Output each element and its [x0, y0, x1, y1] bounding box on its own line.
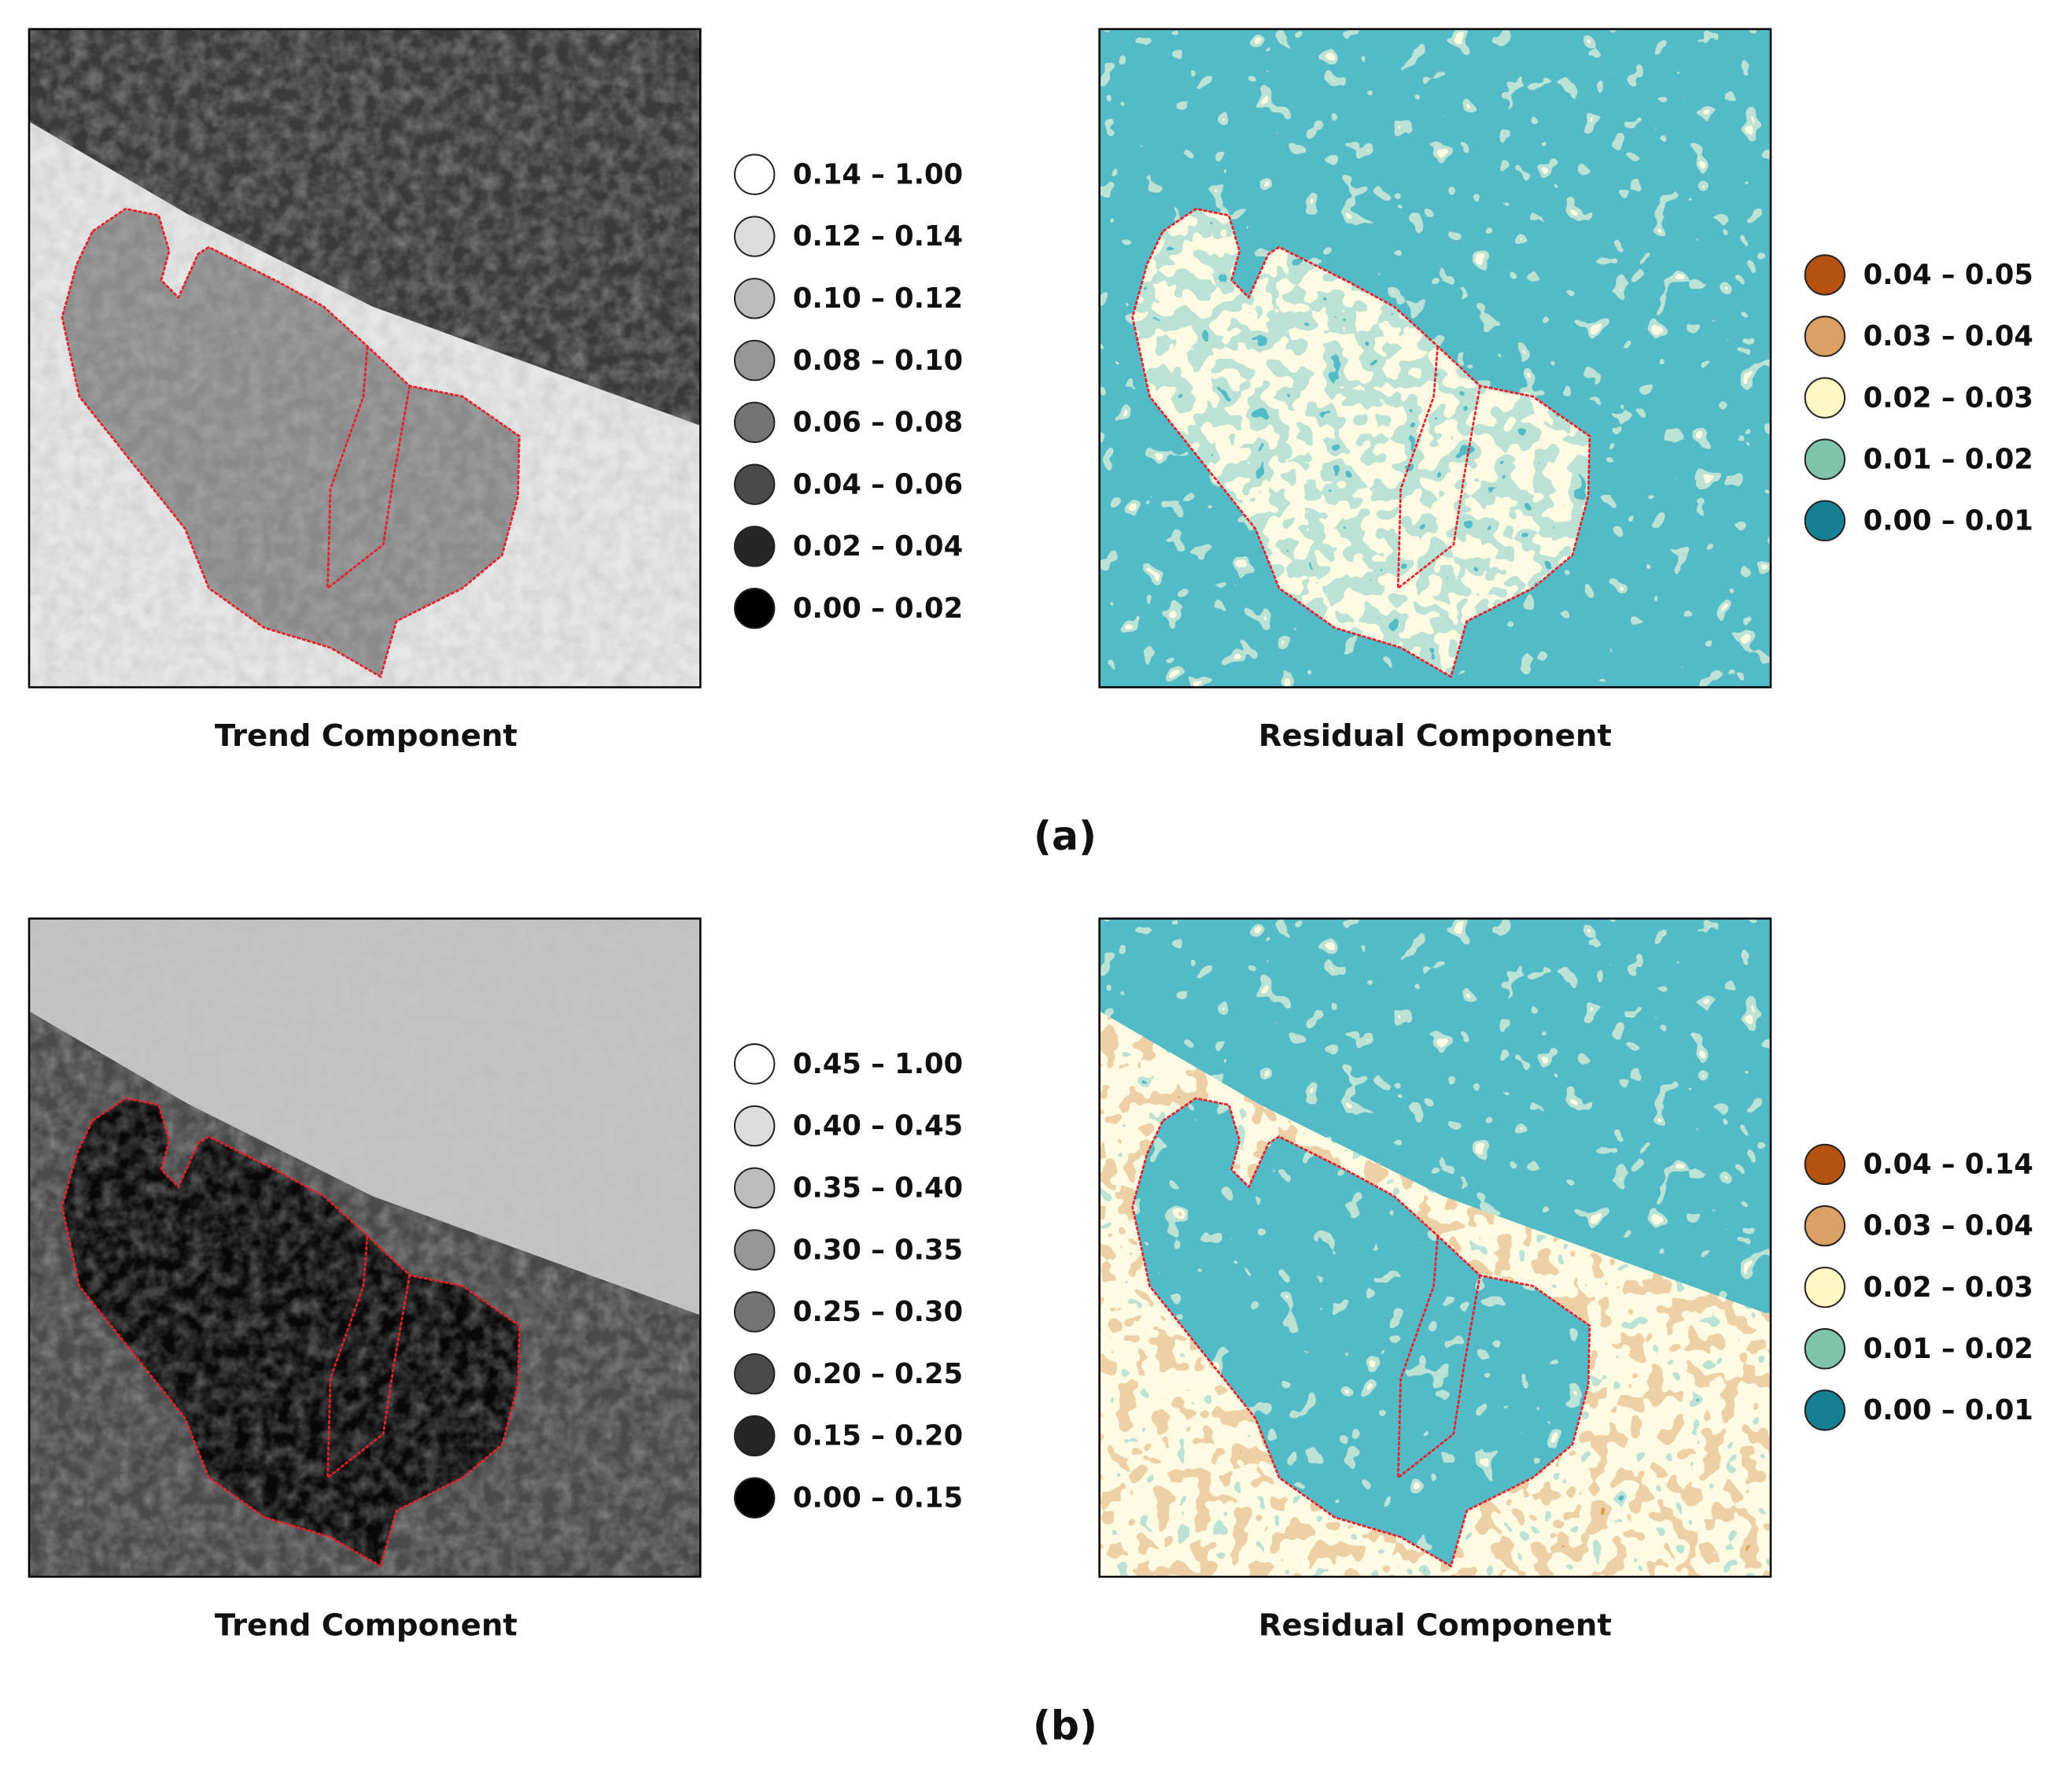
legend-swatch: [733, 1352, 776, 1395]
legend-swatch: [733, 588, 776, 629]
legend-swatch: [1804, 1328, 1846, 1370]
legend-swatch: [1804, 316, 1846, 357]
residual-map: [1098, 28, 1772, 688]
fire-perimeter: [1131, 207, 1591, 679]
legend-swatch: [733, 1415, 776, 1457]
map-caption: Trend Component: [215, 718, 518, 754]
legend-swatch: [1804, 500, 1846, 542]
residual-map: [1098, 917, 1772, 1578]
legend-swatch: [733, 463, 776, 505]
legend-swatch: [733, 1167, 776, 1209]
legend-label: 0.10 – 0.12: [793, 282, 963, 315]
legend-label: 0.01 – 0.02: [1864, 1333, 2033, 1365]
legend-swatch: [1804, 1143, 1846, 1186]
legend-label: 0.04 – 0.05: [1864, 259, 2033, 291]
legend-swatch: [733, 339, 776, 382]
panel-label: (a): [1034, 813, 1097, 859]
legend-label: 0.14 – 1.00: [793, 158, 963, 190]
map-caption: Residual Component: [1259, 718, 1612, 754]
legend-swatch: [733, 1291, 776, 1333]
legend-swatch: [733, 1043, 776, 1085]
legend-label: 0.40 – 0.45: [793, 1110, 963, 1142]
legend-swatch: [1804, 254, 1846, 296]
fire-perimeter-inner: [326, 1235, 411, 1480]
legend-swatch: [733, 153, 776, 195]
legend-swatch: [733, 1105, 776, 1147]
legend-swatch: [1804, 438, 1846, 480]
legend-swatch: [1804, 1266, 1846, 1308]
legend-swatch: [733, 526, 776, 567]
legend-label: 0.03 – 0.04: [1864, 1210, 2033, 1242]
panel-label: (b): [1033, 1703, 1097, 1749]
legend-label: 0.04 – 0.06: [793, 468, 963, 500]
legend-label: 0.02 – 0.04: [793, 530, 963, 563]
legend-label: 0.00 – 0.01: [1864, 1394, 2033, 1426]
legend-label: 0.02 – 0.03: [1864, 382, 2033, 414]
legend-label: 0.00 – 0.15: [793, 1482, 963, 1514]
trend-map: [28, 917, 702, 1578]
legend-label: 0.00 – 0.02: [793, 592, 963, 625]
legend-swatch: [733, 278, 776, 319]
fire-perimeter-inner: [1396, 346, 1481, 591]
fire-perimeter-inner: [1396, 1235, 1481, 1480]
map-frame: [1098, 28, 1772, 688]
legend-label: 0.08 – 0.10: [793, 345, 963, 377]
legend-label: 0.00 – 0.01: [1864, 505, 2033, 537]
legend-label: 0.45 – 1.00: [793, 1048, 963, 1080]
map-frame: [28, 28, 702, 688]
legend-label: 0.30 – 0.35: [793, 1234, 963, 1266]
legend-label: 0.03 – 0.04: [1864, 320, 2033, 352]
legend-swatch: [733, 401, 776, 444]
legend-swatch: [733, 1229, 776, 1271]
legend-label: 0.02 – 0.03: [1864, 1271, 2033, 1304]
legend-label: 0.35 – 0.40: [793, 1172, 963, 1205]
legend-swatch: [1804, 1389, 1846, 1431]
map-caption: Residual Component: [1259, 1607, 1612, 1643]
trend-map: [28, 28, 702, 688]
fire-perimeter-inner: [326, 346, 411, 591]
legend-swatch: [1804, 377, 1846, 419]
fire-perimeter: [1131, 1097, 1591, 1568]
legend-label: 0.12 – 0.14: [793, 220, 963, 253]
legend-swatch: [1804, 1205, 1846, 1247]
legend-label: 0.06 – 0.08: [793, 407, 963, 439]
map-frame: [1098, 917, 1772, 1578]
fire-perimeter: [61, 207, 521, 679]
legend-label: 0.25 – 0.30: [793, 1296, 963, 1328]
map-frame: [28, 917, 702, 1578]
legend-label: 0.01 – 0.02: [1864, 443, 2033, 475]
legend-swatch: [733, 216, 776, 257]
legend-swatch: [733, 1477, 776, 1519]
fire-perimeter: [61, 1097, 521, 1568]
legend-label: 0.04 – 0.14: [1864, 1149, 2033, 1181]
legend-label: 0.20 – 0.25: [793, 1358, 963, 1390]
map-caption: Trend Component: [215, 1607, 518, 1643]
legend-label: 0.15 – 0.20: [793, 1420, 963, 1452]
